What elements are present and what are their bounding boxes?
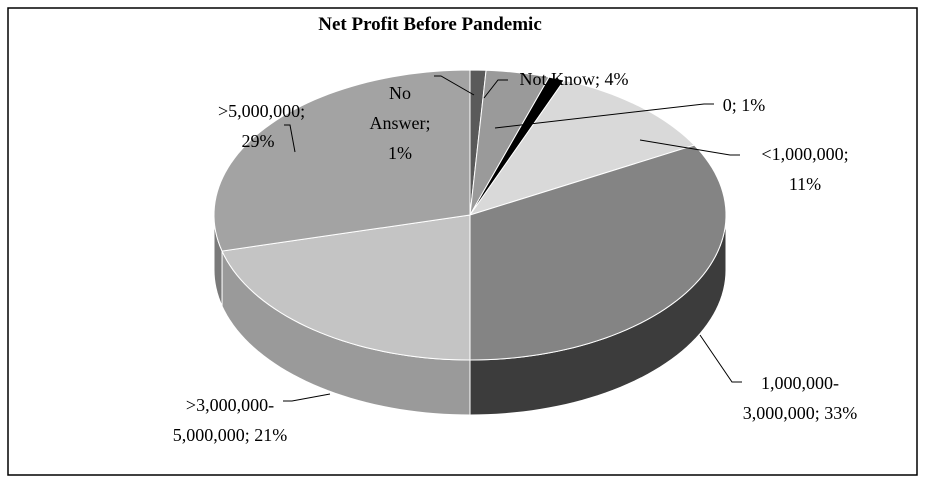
data-label: <1,000,000; 11%: [761, 144, 849, 194]
data-label: >5,000,000; 29%: [218, 101, 306, 151]
leader-line: [494, 103, 714, 129]
data-label: >3,000,000- 5,000,000; 21%: [172, 395, 288, 445]
leader-line: [483, 79, 508, 99]
data-label: 1,000,000- 3,000,000; 33%: [742, 373, 858, 423]
leader-line: [434, 75, 475, 96]
leader-line: [283, 393, 331, 402]
pie-slice: [221, 214, 471, 361]
pie-slice: [469, 69, 550, 216]
chart-title: Net Profit Before Pandemic: [318, 14, 542, 35]
leader-line: [699, 334, 742, 383]
pie-slice: [213, 69, 471, 252]
pie-slice: [468, 79, 696, 216]
data-label: 0; 1%: [722, 95, 766, 115]
data-label: No Answer; 1%: [369, 83, 431, 163]
pie-slice: [469, 144, 727, 361]
leader-line: [639, 139, 740, 156]
data-label: Not Know; 4%: [519, 69, 629, 89]
leader-line: [284, 124, 296, 153]
